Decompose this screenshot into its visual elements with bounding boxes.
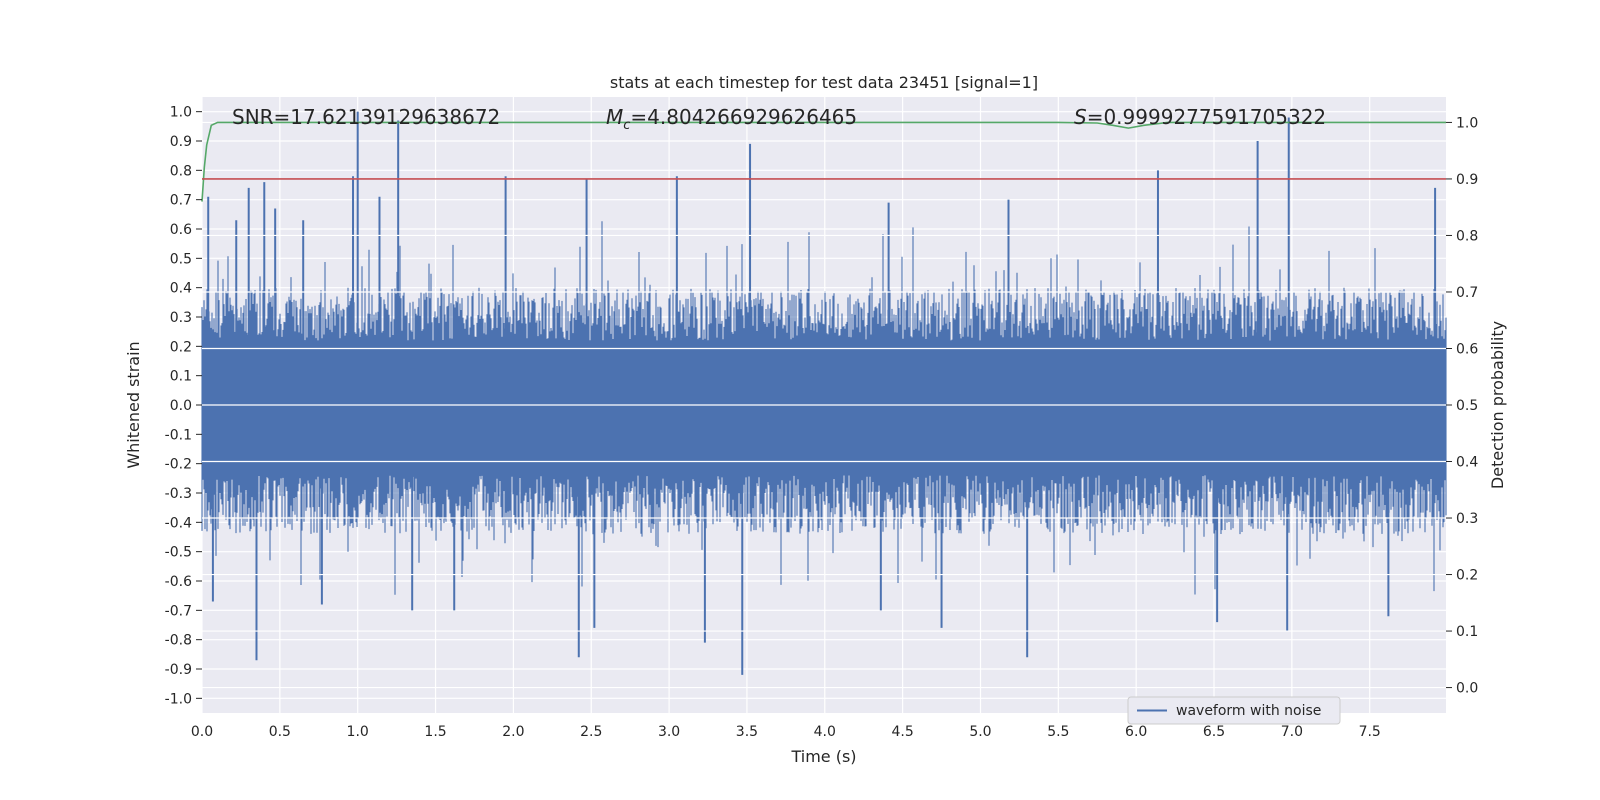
x-axis-ticks: 0.0 0.5 1.0 1.5 2.0 2.5 3.0 3.5 4.0 4.5 5.0 5.5 6.0 6… [191, 724, 1381, 740]
y-tick-label: 0.4 [170, 281, 192, 297]
x-tick-label: 1.0 [347, 724, 369, 740]
chirp-mass-symbol: M [606, 105, 623, 129]
y2-tick-label: 0.6 [1456, 341, 1478, 357]
snr-annotation: SNR=17.62139129638672 [232, 105, 500, 129]
x-tick-label: 3.5 [736, 724, 758, 740]
y2-tick-label: 0.8 [1456, 228, 1478, 244]
y-tick-label: 0.7 [170, 193, 192, 209]
y-tick-label: 0.1 [170, 369, 192, 385]
x-tick-label: 4.5 [891, 724, 913, 740]
y2-tick-label: 0.7 [1456, 285, 1478, 301]
left-axis-ticks: 1.0 0.9 0.8 0.7 0.6 0.5 0.4 0.3 0.2 0.1 0.0 -0.1 -0.… [165, 105, 202, 707]
y-tick-label: -0.5 [165, 545, 192, 561]
chirp-mass-value: =4.804266929626465 [630, 105, 857, 129]
y2-tick-label: 0.9 [1456, 172, 1478, 188]
y2-tick-label: 1.0 [1456, 115, 1478, 131]
x-tick-label: 7.0 [1281, 724, 1303, 740]
y-tick-label: 0.6 [170, 222, 192, 238]
probability-line [201, 121, 1446, 202]
y-axis-label: Whitened strain [124, 341, 143, 468]
y-tick-label: 0.2 [170, 339, 192, 355]
legend: waveform with noise [1127, 696, 1341, 725]
y2-tick-label: 0.1 [1456, 624, 1478, 640]
chirp-mass-subscript: c [623, 118, 630, 133]
x-tick-label: 1.5 [424, 724, 446, 740]
y-tick-label: 0.8 [170, 163, 192, 179]
chirp-mass-annotation: Mc=4.804266929626465 [606, 105, 857, 133]
chart-title: stats at each timestep for test data 234… [610, 73, 1038, 92]
y2-tick-label: 0.2 [1456, 568, 1478, 584]
s-annotation: S=0.9999277591705322 [1074, 105, 1326, 129]
x-axis-label: Time (s) [790, 747, 856, 766]
y2-tick-label: 0.4 [1456, 455, 1478, 471]
y-tick-label: 1.0 [170, 105, 192, 121]
waveform-envelope [201, 221, 1447, 595]
y2-tick-label: 0.0 [1456, 681, 1478, 697]
x-tick-label: 3.0 [658, 724, 680, 740]
x-tick-label: 7.5 [1359, 724, 1381, 740]
y-tick-label: 0.3 [170, 310, 192, 326]
y-tick-label: 0.9 [170, 134, 192, 150]
series-waveform-with-noise [201, 111, 1447, 675]
x-tick-label: 6.5 [1203, 724, 1225, 740]
y-tick-label: -0.3 [165, 486, 192, 502]
y-tick-label: 0.0 [170, 398, 192, 414]
x-tick-label: 0.0 [191, 724, 213, 740]
x-tick-label: 2.5 [580, 724, 602, 740]
x-tick-label: 2.0 [502, 724, 524, 740]
y-tick-label: -0.9 [165, 662, 192, 678]
s-symbol: S [1074, 105, 1087, 129]
legend-box [1127, 696, 1341, 725]
s-value: =0.9999277591705322 [1087, 105, 1326, 129]
y-tick-label: -1.0 [165, 691, 192, 707]
legend-label: waveform with noise [1176, 703, 1321, 719]
y2-tick-label: 0.5 [1456, 398, 1478, 414]
y-tick-label: -0.8 [165, 633, 192, 649]
y-tick-label: -0.7 [165, 603, 192, 619]
y-tick-label: -0.2 [165, 457, 192, 473]
y-tick-label: -0.6 [165, 574, 192, 590]
x-tick-label: 0.5 [269, 724, 291, 740]
x-tick-label: 5.0 [969, 724, 991, 740]
x-tick-label: 5.5 [1047, 724, 1069, 740]
series-detection-probability [201, 121, 1446, 689]
right-axis-ticks: 1.0 0.9 0.8 0.7 0.6 0.5 0.4 0.3 0.2 0.1 0.0 [1446, 115, 1478, 697]
x-tick-label: 4.0 [814, 724, 836, 740]
y-tick-label: 0.5 [170, 251, 192, 267]
y-tick-label: -0.4 [165, 515, 192, 531]
y-tick-label: -0.1 [165, 427, 192, 443]
y2-tick-label: 0.3 [1456, 511, 1478, 527]
y2-axis-label: Detection probability [1488, 321, 1507, 489]
x-tick-label: 6.0 [1125, 724, 1147, 740]
